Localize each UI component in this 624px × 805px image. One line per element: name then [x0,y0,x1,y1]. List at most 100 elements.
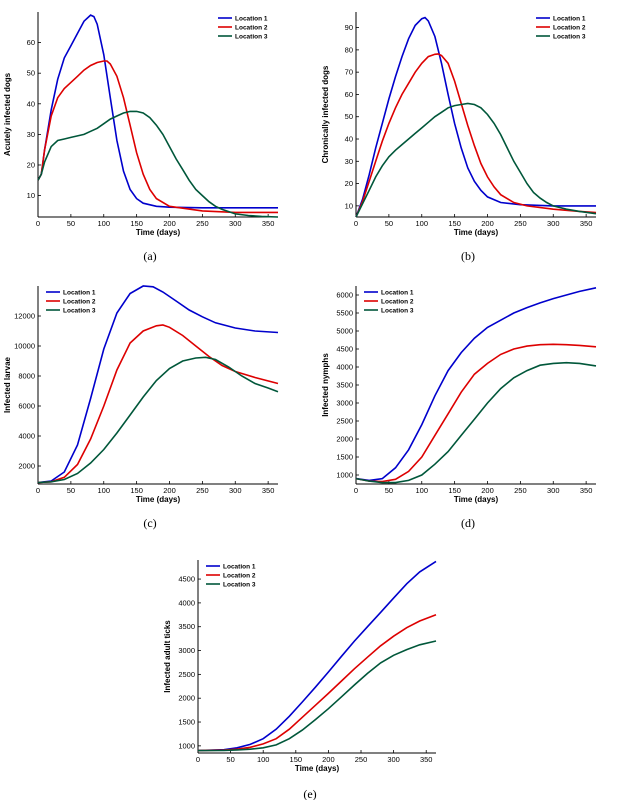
y-tick-label: 10 [27,191,35,200]
y-tick-label: 8000 [18,372,35,381]
legend-entry: Location 1 [235,16,268,23]
chart-d: 0 50 100 150 200 250 300 350 1000 1500 2000 2500 300… [321,286,597,530]
x-tick-label: 0 [36,486,40,495]
y-tick-label: 4000 [18,432,35,441]
y-tick-label: 3500 [178,622,195,631]
y-tick-label: 90 [345,23,353,32]
legend-entry: Location 2 [223,573,256,580]
x-tick-label: 350 [580,219,593,228]
legend-entry: Location 1 [63,290,96,297]
x-tick-label: 250 [196,486,209,495]
legend: Location 1 Location 2 Location 3 [46,290,96,315]
legend-entry: Location 2 [63,299,96,306]
chart-b: 0 50 100 150 200 250 300 350 10 20 30 40 50 60 70 80 90 T… [321,12,597,263]
series-line-2 [197,614,437,752]
y-tick-label: 2000 [178,694,195,703]
x-tick-label: 300 [547,219,560,228]
x-axis-label: Time (days) [136,228,181,237]
y-tick-label: 4000 [178,598,195,607]
x-tick-label: 100 [97,219,110,228]
legend-entry: Location 1 [223,564,256,571]
legend-entry: Location 3 [381,308,414,315]
chart-caption: (c) [143,516,156,530]
legend: Location 1 Location 2 Location 3 [218,16,268,41]
y-tick-label: 1000 [178,741,195,750]
x-tick-label: 250 [196,219,209,228]
x-tick-label: 200 [481,219,494,228]
y-tick-label: 1500 [178,718,195,727]
x-axis-label: Time (days) [136,495,181,504]
chart-c: 0 50 100 150 200 250 300 350 2000 4000 6000 8000 100… [3,285,279,530]
y-tick-label: 10000 [14,342,35,351]
legend-entry: Location 3 [553,34,586,41]
y-tick-label: 30 [27,130,35,139]
x-tick-label: 50 [226,755,234,764]
series-line-3 [37,110,279,218]
series-line-2 [37,60,278,214]
series-line-2 [355,53,597,218]
legend-entry: Location 3 [235,34,268,41]
legend-entry: Location 2 [235,25,268,32]
series-line-1 [355,287,597,482]
x-tick-label: 150 [290,755,303,764]
y-tick-label: 5500 [336,309,353,318]
series-line-2 [37,324,279,484]
series-line-3 [197,640,437,752]
x-tick-label: 50 [67,486,75,495]
series-line-2 [355,343,597,483]
x-tick-label: 250 [514,219,527,228]
y-axis-label: Acutely infected dogs [3,72,12,156]
x-tick-label: 200 [322,755,335,764]
x-tick-label: 0 [196,755,200,764]
y-tick-label: 10 [345,201,353,210]
y-tick-label: 3500 [336,381,353,390]
y-axis-label: Infected adult ticks [163,620,172,693]
y-tick-label: 5000 [336,327,353,336]
x-tick-label: 0 [354,219,358,228]
y-axis-label: Chronically infected dogs [321,65,330,163]
x-tick-label: 200 [481,486,494,495]
x-tick-label: 300 [229,219,242,228]
x-tick-label: 50 [385,486,393,495]
x-tick-label: 100 [97,486,110,495]
x-tick-label: 150 [448,219,461,228]
legend-entry: Location 3 [223,582,256,589]
legend-entry: Location 3 [63,308,96,315]
x-tick-label: 100 [415,486,428,495]
y-tick-label: 30 [345,157,353,166]
y-tick-label: 6000 [336,291,353,300]
x-axis-label: Time (days) [454,228,499,237]
chart-e: 0 50 100 150 200 250 300 350 1000 1500 2000 2500 300… [163,560,437,801]
x-tick-label: 0 [354,486,358,495]
y-tick-label: 6000 [18,402,35,411]
chart-caption: (e) [303,787,316,800]
x-tick-label: 0 [36,219,40,228]
x-tick-label: 250 [514,486,527,495]
chart-caption: (d) [461,516,475,530]
y-tick-label: 1500 [336,453,353,462]
y-axis-label: Infected larvae [3,356,12,413]
y-tick-label: 50 [27,69,35,78]
series-line-1 [197,560,437,752]
x-tick-label: 350 [420,755,433,764]
x-tick-label: 50 [67,219,75,228]
y-tick-label: 80 [345,45,353,54]
y-tick-label: 2000 [336,435,353,444]
x-tick-label: 100 [415,219,428,228]
y-tick-label: 4500 [178,575,195,584]
chart-a: 0 50 100 150 200 250 300 350 10 20 30 40 50 60 Time (d… [3,12,279,263]
y-tick-label: 60 [345,90,353,99]
x-tick-label: 300 [229,486,242,495]
legend-entry: Location 2 [381,299,414,306]
x-tick-label: 200 [163,486,176,495]
chart-caption: (a) [143,249,156,263]
y-tick-label: 4000 [336,363,353,372]
legend-entry: Location 1 [553,16,586,23]
series-line-3 [355,361,597,484]
series-line-1 [37,14,278,209]
y-tick-label: 1000 [336,471,353,480]
y-tick-label: 4500 [336,345,353,354]
x-tick-label: 50 [385,219,393,228]
series-line-1 [355,16,596,218]
